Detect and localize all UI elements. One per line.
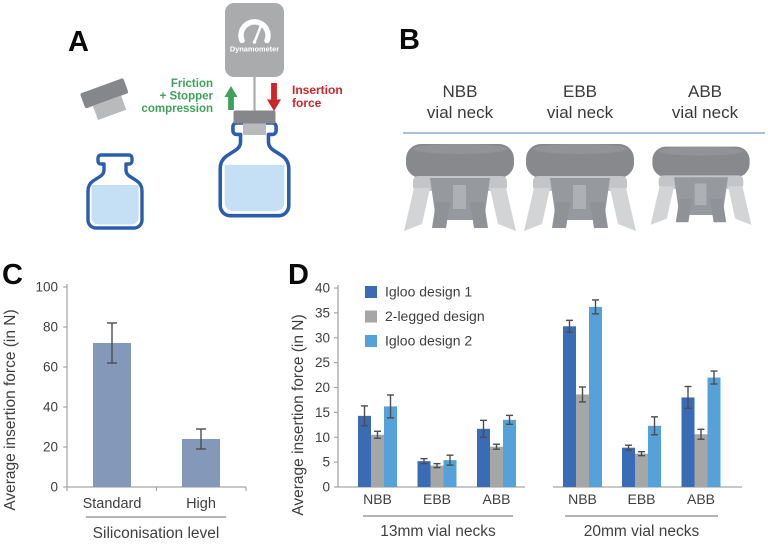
y-tick-label: 40 [315, 281, 330, 296]
panel-d-chart: 0 5 10 15 20 25 30 35 40 Average insertion force … [290, 281, 742, 540]
y-axis-title: Average insertion force (in N) [2, 309, 19, 510]
bar [371, 434, 384, 487]
dynamometer-label: Dynamometer [230, 45, 279, 54]
friction-line-1: Friction [171, 78, 213, 90]
legend-swatch [365, 335, 377, 347]
stopper-tilted [80, 78, 129, 121]
insertion-label: Insertion force [292, 83, 343, 110]
bar [648, 425, 661, 487]
abb-title: ABB [688, 82, 722, 101]
group-label: Siliconisation level [93, 525, 220, 542]
stopper-xray-ebb [524, 144, 636, 231]
stopper-xray-abb [650, 146, 752, 225]
category-label: High [186, 496, 216, 512]
friction-line-2: + Stopper [160, 91, 214, 103]
vial-stoppered [218, 121, 291, 218]
stopper-xray-nbb [404, 144, 516, 231]
legend-swatch [365, 310, 377, 323]
y-tick-label: 20 [315, 380, 330, 395]
nbb-title: NBB [443, 82, 478, 101]
ebb-subtitle: vial neck [547, 103, 614, 122]
friction-label: Friction + Stopper compression [141, 78, 213, 115]
panel-c-chart: 0 20 40 60 80 100 Average insertion force (in … [2, 280, 247, 542]
insertion-line-2: force [292, 96, 322, 110]
bar [384, 406, 397, 487]
panel-d-label: D [288, 259, 309, 291]
group-label: 13mm vial necks [380, 523, 496, 540]
y-tick-label: 30 [315, 330, 330, 345]
vial-liquid [224, 164, 285, 212]
y-tick-label: 40 [43, 400, 58, 415]
category-label: NBB [568, 491, 597, 507]
y-tick-label: 0 [50, 480, 58, 495]
category-label: NBB [363, 491, 392, 507]
bar [694, 434, 708, 487]
gauge-pivot [252, 40, 257, 44]
category-label: Standard [83, 496, 142, 512]
category-label: ABB [482, 491, 510, 507]
y-tick-label: 100 [35, 280, 58, 295]
bar [93, 343, 131, 487]
group-label: 20mm vial necks [584, 523, 700, 540]
legend-swatch [365, 286, 377, 298]
nbb-subtitle: vial neck [427, 103, 494, 122]
gauge-needle-icon [253, 24, 263, 44]
abb-subtitle: vial neck [672, 103, 739, 122]
bar [707, 377, 721, 487]
friction-line-3: compression [141, 103, 213, 115]
bar [589, 306, 602, 487]
y-tick-label: 80 [43, 320, 58, 335]
up-arrow-icon [224, 86, 238, 110]
bar [622, 447, 635, 487]
stopper-cap-inserted [233, 110, 276, 124]
y-tick-label: 0 [322, 480, 330, 495]
y-tick-label: 5 [322, 455, 330, 470]
y-tick-label: 20 [43, 440, 58, 455]
panel-b-label: B [399, 24, 420, 56]
vial-open [86, 153, 144, 230]
bar [417, 461, 431, 487]
vial-liquid [91, 185, 139, 225]
down-arrow-icon [267, 83, 281, 111]
ebb-title: EBB [563, 82, 597, 101]
y-axis-title: Average insertion force (in N) [290, 314, 307, 515]
panel-a-illustration: Dynamometer Friction + Stopper compressi… [80, 3, 343, 230]
gauge-icon [238, 19, 271, 44]
insertion-line-1: Insertion [292, 83, 343, 97]
stopper-plug-inserted [243, 122, 266, 135]
stopper-plug [92, 95, 127, 121]
bar [576, 394, 589, 487]
bar [477, 428, 490, 487]
y-tick-label: 35 [315, 305, 330, 320]
bar [443, 460, 457, 487]
y-tick-label: 25 [315, 355, 330, 370]
dynamometer: Dynamometer [225, 3, 284, 112]
category-label: ABB [687, 491, 715, 507]
legend-label: Igloo design 2 [385, 333, 472, 349]
category-label: EBB [627, 491, 655, 507]
panel-c-label: C [2, 259, 23, 291]
panel-a-label: A [68, 26, 89, 58]
bar [358, 415, 371, 487]
legend-label: 2-legged design [385, 308, 485, 324]
bar [490, 446, 503, 487]
y-tick-label: 60 [43, 360, 58, 375]
bar [635, 453, 648, 487]
bar [430, 465, 444, 487]
stopper-cap [80, 78, 129, 109]
bar [563, 326, 576, 487]
category-label: EBB [423, 491, 451, 507]
bar [503, 419, 516, 487]
legend-label: Igloo design 1 [385, 284, 472, 300]
panel-b-xray-row: NBB vial neck EBB vial neck ABB vial nec… [403, 82, 765, 231]
y-tick-label: 15 [315, 405, 330, 420]
bar [681, 397, 695, 487]
y-tick-label: 10 [315, 430, 330, 445]
